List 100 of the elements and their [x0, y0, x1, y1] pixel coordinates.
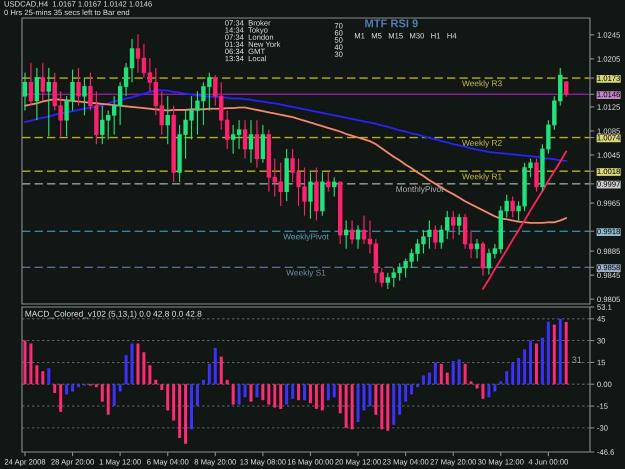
bar: [202, 380, 205, 384]
bar: [100, 384, 104, 402]
bar: [130, 344, 134, 384]
bar: [77, 384, 80, 388]
bar: [404, 384, 408, 402]
bar: [297, 384, 300, 400]
candlestick: [34, 67, 40, 121]
bar: [208, 364, 211, 384]
candlestick: [242, 120, 248, 160]
candlestick: [451, 210, 456, 240]
bar: [505, 371, 508, 384]
bar: [118, 384, 122, 392]
bar: [136, 344, 140, 384]
bar: [464, 364, 467, 384]
candlestick: [248, 120, 254, 164]
bar: [326, 384, 330, 400]
candlestick: [456, 213, 462, 236]
bar: [279, 384, 282, 409]
bar: [178, 384, 182, 438]
bar: [511, 362, 514, 384]
bar: [142, 352, 146, 384]
bar: [308, 384, 312, 404]
bar: [166, 384, 170, 410]
bar: [564, 322, 568, 384]
bar: [160, 384, 164, 390]
bar: [190, 384, 193, 430]
bar: [517, 358, 520, 384]
bar: [374, 384, 378, 415]
bar: [112, 384, 116, 406]
bar: [440, 364, 443, 384]
bar: [481, 384, 484, 399]
candlestick: [46, 67, 51, 137]
candlestick: [433, 224, 438, 250]
bar: [244, 384, 247, 398]
bar: [71, 384, 74, 392]
bar: [529, 340, 532, 384]
candlestick: [356, 224, 360, 250]
chart-title: MACD_Colored_v102 (5,13,1) 0.0 42.8 0.0 42.8: [26, 310, 202, 318]
bar: [249, 384, 252, 402]
bar: [534, 344, 538, 384]
ref-line-label: Weekly R1: [462, 173, 502, 182]
candlestick: [40, 62, 46, 102]
bar: [476, 384, 478, 389]
bar: [148, 365, 152, 384]
bar: [320, 384, 324, 410]
bar: [291, 384, 294, 399]
bar: [226, 380, 229, 384]
bar: [386, 384, 390, 431]
bar: [255, 384, 258, 398]
bar: [59, 384, 62, 412]
bar: [350, 384, 354, 430]
bar: [29, 344, 32, 384]
bar: [434, 362, 437, 384]
bar: [214, 348, 217, 384]
bar: [172, 384, 176, 421]
ref-line-label: MonthlyPivot: [396, 186, 444, 194]
bar: [261, 384, 264, 400]
bar: [552, 324, 556, 384]
annotation: MTF RSI 9: [365, 19, 418, 28]
bar: [303, 384, 306, 400]
candlestick: [350, 220, 354, 244]
bar: [124, 355, 128, 384]
bar: [428, 372, 431, 384]
candlestick: [166, 96, 170, 145]
bar: [422, 376, 425, 384]
bar: [380, 384, 384, 430]
ref-line-label: Weekly R2: [462, 140, 502, 148]
bar: [398, 384, 402, 415]
ref-line-label: Weekly R3: [462, 80, 502, 88]
candlestick: [76, 67, 81, 106]
bar: [523, 349, 526, 384]
bar: [338, 384, 342, 414]
candlestick: [308, 172, 313, 220]
candlestick: [332, 176, 336, 198]
bar: [458, 360, 461, 384]
bar: [487, 384, 490, 398]
ref-line-label: Weekly S1: [286, 269, 326, 278]
candlestick: [28, 62, 34, 106]
bar: [94, 384, 98, 388]
bar: [314, 384, 318, 409]
bar: [344, 384, 348, 428]
bar: [392, 384, 396, 425]
bar: [232, 384, 235, 405]
bar: [41, 371, 44, 384]
bar: [53, 384, 56, 393]
candlestick: [326, 172, 330, 192]
bar: [65, 384, 68, 394]
candlestick: [82, 76, 87, 116]
bar: [23, 340, 26, 384]
bar: [416, 384, 420, 388]
bar: [154, 380, 158, 384]
bar: [238, 384, 241, 405]
candlestick: [22, 72, 28, 112]
bar: [35, 365, 38, 384]
bar: [368, 384, 372, 406]
text: 31: [572, 356, 582, 363]
bar: [196, 384, 199, 406]
candlestick: [564, 81, 568, 98]
bar: [47, 368, 50, 384]
bar: [356, 384, 360, 422]
